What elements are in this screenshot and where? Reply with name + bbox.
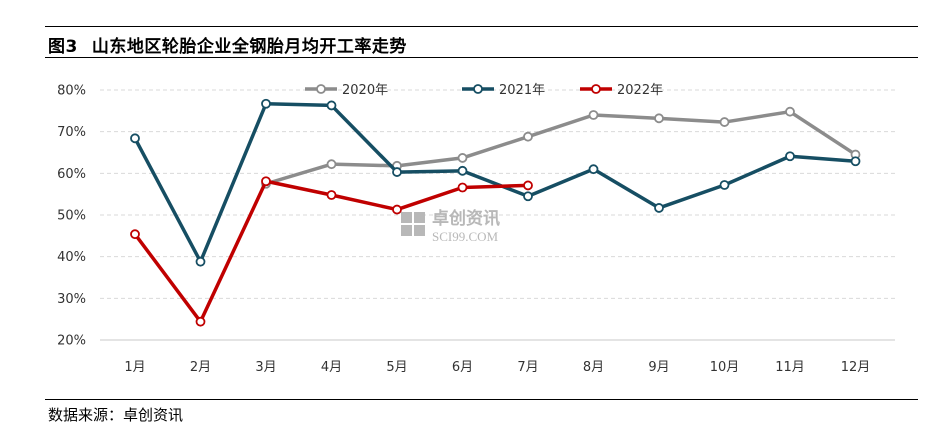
- series-group: [261, 106, 861, 189]
- legend-label: 2021年: [499, 83, 545, 98]
- legend-label: 2022年: [617, 83, 663, 98]
- data-point: [457, 153, 468, 163]
- series-lines: [130, 98, 861, 327]
- data-point: [261, 98, 271, 109]
- legend-marker: [316, 84, 326, 94]
- x-tick-label: 9月: [648, 360, 669, 375]
- x-tick-label: 12月: [841, 360, 871, 375]
- data-point: [326, 159, 337, 170]
- figure-title-text: 山东地区轮胎企业全钢胎月均开工率走势: [91, 37, 407, 57]
- grid-lines: [100, 89, 895, 341]
- data-point: [785, 151, 795, 162]
- data-point: [457, 165, 468, 176]
- data-point: [588, 110, 599, 120]
- data-point: [523, 180, 533, 191]
- data-point: [785, 106, 795, 117]
- bottom-rule: [45, 399, 918, 400]
- x-tick-label: 2月: [190, 360, 211, 375]
- data-point: [195, 256, 206, 267]
- y-tick-label: 80%: [57, 84, 86, 99]
- y-tick-label: 60%: [57, 167, 86, 182]
- legend-marker: [591, 84, 601, 94]
- x-tick-label: 6月: [452, 360, 473, 375]
- x-tick-label: 5月: [386, 360, 407, 375]
- x-tick-label: 10月: [710, 360, 740, 375]
- data-point: [719, 180, 730, 190]
- data-point: [326, 100, 337, 111]
- line-chart: 20% 30% 40% 50% 60% 70% 80% 1月 2月 3月 4月 5月 6月 7月 8月 9月…: [57, 83, 895, 375]
- data-point: [588, 164, 599, 175]
- data-point: [457, 182, 468, 193]
- x-tick-label: 3月: [255, 360, 276, 375]
- data-point: [326, 190, 337, 200]
- data-point: [850, 156, 861, 167]
- data-point: [654, 113, 664, 124]
- series-line: [133, 102, 856, 264]
- figure-number: 图3: [48, 37, 78, 57]
- y-tick-label: 30%: [57, 292, 86, 307]
- x-tick-label: 7月: [517, 360, 538, 375]
- top-rule: [45, 26, 918, 27]
- watermark-site: SCI99.COM: [432, 229, 499, 244]
- source-note: 数据来源：卓创资讯: [48, 406, 184, 424]
- series-line: [265, 109, 857, 186]
- data-point: [654, 203, 664, 213]
- data-point: [130, 133, 140, 144]
- y-axis-ticks: 20% 30% 40% 50% 60% 70% 80%: [57, 84, 86, 349]
- y-tick-label: 20%: [57, 334, 86, 349]
- series-group: [130, 176, 533, 327]
- data-point: [523, 131, 533, 142]
- title-rule: [45, 57, 918, 58]
- data-point: [130, 229, 140, 240]
- series-group: [130, 98, 861, 267]
- data-point: [195, 316, 206, 327]
- x-tick-label: 4月: [321, 360, 342, 375]
- watermark: 卓创资讯 SCI99.COM: [401, 208, 500, 244]
- watermark-brand: 卓创资讯: [432, 208, 500, 229]
- x-axis-ticks: 1月 2月 3月 4月 5月 6月 7月 8月 9月 10月 11月 12月: [124, 360, 870, 375]
- legend: 2020年 2021年 2022年: [305, 83, 663, 98]
- data-point: [523, 191, 533, 202]
- x-tick-label: 8月: [583, 360, 604, 375]
- data-point: [392, 204, 402, 215]
- legend-label: 2020年: [342, 83, 388, 98]
- data-point: [719, 117, 730, 127]
- y-tick-label: 70%: [57, 125, 86, 140]
- figure-title: 图3 山东地区轮胎企业全钢胎月均开工率走势: [48, 32, 407, 57]
- x-tick-label: 1月: [124, 360, 145, 375]
- x-tick-label: 11月: [775, 360, 805, 375]
- legend-marker: [473, 84, 483, 94]
- watermark-logo: [401, 212, 425, 236]
- y-tick-label: 40%: [57, 250, 86, 265]
- data-point: [392, 167, 402, 177]
- data-point: [261, 176, 271, 187]
- y-tick-label: 50%: [57, 209, 86, 224]
